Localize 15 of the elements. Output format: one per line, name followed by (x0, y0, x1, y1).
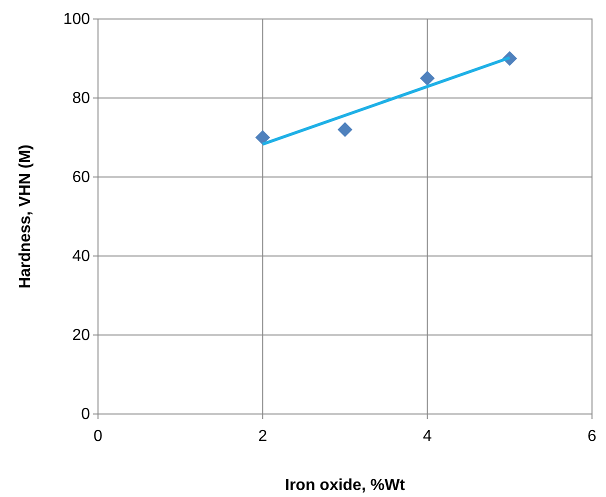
point (338, 122, 352, 138)
y-tick-label: 0 (81, 406, 90, 424)
y-tick-label: 20 (72, 327, 90, 344)
y-tick-label: 60 (72, 169, 90, 186)
y-tick-label: 100 (63, 11, 90, 28)
y-tick-label: 80 (72, 90, 90, 108)
point (255, 130, 270, 145)
x-tick-label: 2 (258, 428, 268, 446)
y-tick-label: 40 (72, 248, 90, 266)
point (420, 70, 435, 86)
x-tick-label: 6 (588, 428, 597, 446)
y-axis-title: Hardness, VHN (M) (17, 144, 34, 289)
x-tick-label: 0 (94, 428, 103, 446)
x-axis-title: Iron oxide, %Wt (285, 477, 406, 494)
x-tick-label: 4 (422, 428, 432, 446)
